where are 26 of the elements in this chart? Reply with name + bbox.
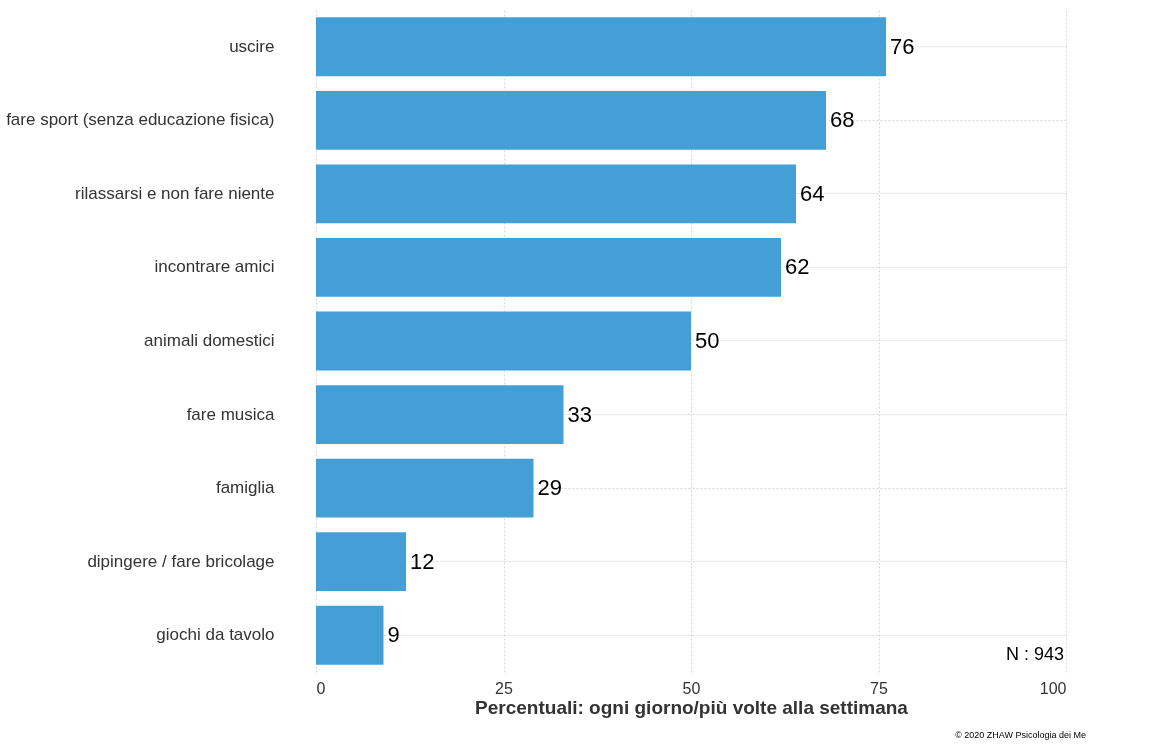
- y-tick-label: dipingere / fare bricolage: [87, 551, 275, 571]
- data-label: 33: [567, 401, 592, 427]
- y-tick-label: animali domestici: [144, 331, 275, 350]
- y-tick-label: uscire: [229, 36, 275, 56]
- annotation: N : 943: [1005, 644, 1064, 664]
- text: © 2020 ZHAW Psicologia dei Me: [955, 730, 1086, 740]
- data-label: 64: [800, 180, 825, 206]
- data-label: 50: [695, 328, 720, 353]
- y-tick-label: giochi da tavolo: [156, 625, 275, 645]
- x-tick-label: 0: [316, 679, 326, 697]
- y-tick-label: incontrare amici: [154, 257, 275, 277]
- y-tick-label: fare musica: [186, 404, 276, 424]
- y-tick-label: famiglia: [215, 478, 276, 498]
- x-tick-label: 100: [1039, 679, 1067, 697]
- data-label: 9: [387, 622, 400, 648]
- x-axis-title: Percentuali: ogni giorno/più volte alla settimana: [475, 696, 909, 718]
- data-label: 68: [830, 107, 855, 133]
- x-tick-label: 75: [870, 679, 888, 697]
- y-tick-label: fare sport (senza educazione fisica): [6, 110, 275, 130]
- data-label: 62: [785, 254, 810, 280]
- y-tick-label: rilassarsi e non fare niente: [75, 183, 275, 203]
- data-label: 76: [890, 33, 915, 59]
- x-tick-label: 50: [682, 679, 701, 697]
- data-label: 12: [410, 548, 435, 574]
- data-label: 29: [537, 475, 562, 501]
- x-tick-label: 25: [495, 679, 513, 697]
